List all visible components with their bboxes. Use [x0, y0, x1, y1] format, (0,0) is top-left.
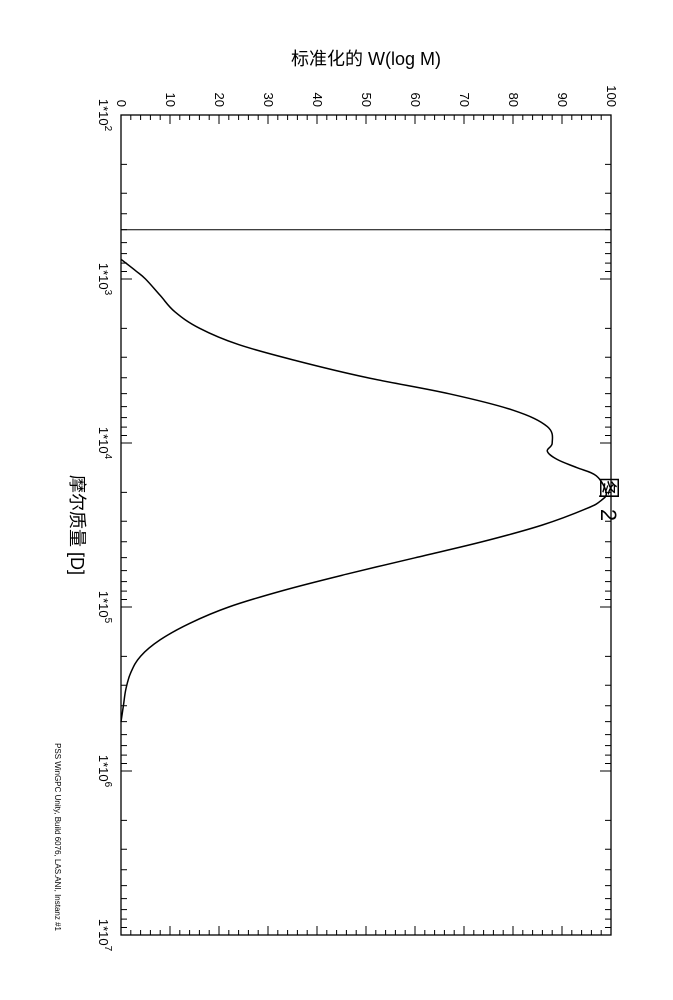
svg-text:0: 0	[114, 100, 129, 107]
footer-note: PSS WinGPC Unity, Build 6076, LAS.ANI, I…	[53, 743, 62, 931]
svg-text:100: 100	[604, 85, 619, 107]
y-axis-label: 标准化的 W(log M)	[291, 49, 441, 69]
svg-text:20: 20	[212, 93, 227, 107]
gpc-chart: 01020304050607080901001*1021*1031*1041*1…	[36, 30, 636, 970]
svg-text:60: 60	[408, 93, 423, 107]
svg-text:70: 70	[457, 93, 472, 107]
svg-text:90: 90	[555, 93, 570, 107]
x-axis-label: 摩尔质量 [D]	[67, 475, 87, 575]
figure-caption: 图 2	[594, 477, 626, 523]
svg-text:80: 80	[506, 93, 521, 107]
svg-text:10: 10	[163, 93, 178, 107]
svg-text:30: 30	[261, 93, 276, 107]
svg-text:50: 50	[359, 93, 374, 107]
svg-text:40: 40	[310, 93, 325, 107]
